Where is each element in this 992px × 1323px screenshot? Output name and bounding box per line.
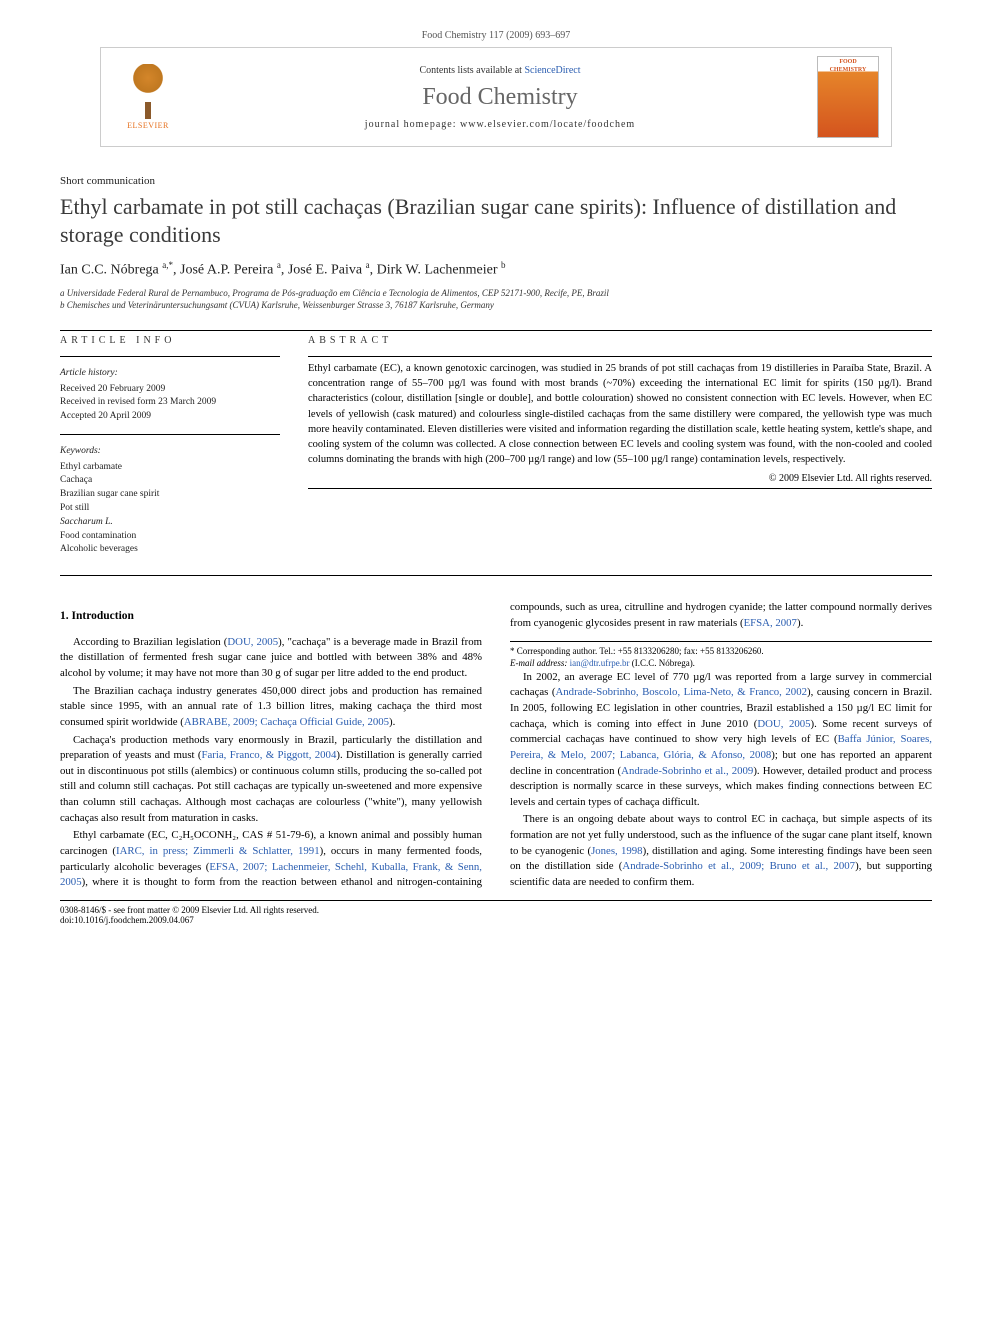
ref-link[interactable]: Andrade-Sobrinho et al., 2009; Bruno et … [622,860,855,872]
keyword: Food contamination [60,530,280,544]
history-label: Article history: [60,367,280,381]
ref-link[interactable]: ABRABE, 2009; Cachaça Official Guide, 20… [184,716,389,728]
ref-link[interactable]: Faria, Franco, & Piggott, 2004 [201,749,336,761]
article-info-label: ARTICLE INFO [60,335,280,346]
ref-link[interactable]: Jones, 1998 [591,845,643,857]
homepage-prefix: journal homepage: [365,119,460,130]
abstract-label: ABSTRACT [308,335,932,346]
ref-link[interactable]: DOU, 2005 [227,636,278,648]
keyword: Ethyl carbamate [60,461,280,475]
citation-line: Food Chemistry 117 (2009) 693–697 [60,30,932,41]
divider [308,488,932,489]
intro-p6: There is an ongoing debate about ways to… [510,812,932,890]
keyword: Pot still [60,502,280,516]
sciencedirect-link[interactable]: ScienceDirect [524,65,580,76]
journal-cover-thumbnail[interactable]: FOOD CHEMISTRY [817,56,879,138]
elsevier-wordmark: ELSEVIER [127,121,169,130]
keyword: Brazilian sugar cane spirit [60,488,280,502]
article-main: Short communication Ethyl carbamate in p… [0,175,992,955]
intro-p3: Cachaça's production methods vary enormo… [60,733,482,827]
cover-title-2: CHEMISTRY [830,67,867,73]
homepage-url: www.elsevier.com/locate/foodchem [460,119,635,130]
abstract-column: ABSTRACT Ethyl carbamate (EC), a known g… [308,335,932,557]
journal-name: Food Chemistry [183,84,817,111]
ref-link[interactable]: DOU, 2005 [757,718,810,730]
page-header: Food Chemistry 117 (2009) 693–697 ELSEVI… [0,0,992,175]
keyword: Cachaça [60,474,280,488]
intro-p2: The Brazilian cachaça industry generates… [60,684,482,731]
email-label: E-mail address: [510,658,567,668]
section-heading-introduction: 1. Introduction [60,608,482,625]
article-title: Ethyl carbamate in pot still cachaças (B… [60,193,932,248]
contents-prefix: Contents lists available at [419,65,524,76]
intro-p5: In 2002, an average EC level of 770 µg/l… [510,670,932,811]
history-accepted: Accepted 20 April 2009 [60,410,280,424]
ref-link[interactable]: Andrade-Sobrinho et al., 2009 [621,765,753,777]
divider [60,330,932,331]
contents-available-line: Contents lists available at ScienceDirec… [183,65,817,76]
affiliation-b: b Chemisches und Veterinäruntersuchungsa… [60,299,932,312]
history-revised: Received in revised form 23 March 2009 [60,396,280,410]
ref-link[interactable]: EFSA, 2007 [744,617,797,629]
article-history-block: Article history: Received 20 February 20… [60,367,280,424]
portal-center: Contents lists available at ScienceDirec… [183,65,817,130]
divider [60,434,280,435]
history-received: Received 20 February 2009 [60,383,280,397]
article-type: Short communication [60,175,932,187]
keywords-block: Keywords: Ethyl carbamate Cachaça Brazil… [60,445,280,557]
corr-email-line: E-mail address: ian@dtr.ufrpe.br (I.C.C.… [510,658,932,670]
keyword: Alcoholic beverages [60,543,280,557]
portal-box: ELSEVIER Contents lists available at Sci… [100,47,892,147]
affiliation-a: a Universidade Federal Rural de Pernambu… [60,287,932,300]
affiliations-block: a Universidade Federal Rural de Pernambu… [60,287,932,312]
elsevier-logo[interactable]: ELSEVIER [113,57,183,137]
article-info-column: ARTICLE INFO Article history: Received 2… [60,335,280,557]
cover-title-1: FOOD [839,59,856,65]
keywords-label: Keywords: [60,445,280,459]
divider [60,575,932,576]
info-abstract-row: ARTICLE INFO Article history: Received 2… [60,335,932,557]
ref-link[interactable]: IARC, in press; Zimmerli & Schlatter, 19… [116,845,320,857]
intro-p1: According to Brazilian legislation (DOU,… [60,635,482,682]
corresponding-author-footnote: * Corresponding author. Tel.: +55 813320… [510,641,932,669]
front-matter-line: 0308-8146/$ - see front matter © 2009 El… [60,905,319,915]
elsevier-tree-icon [123,64,173,119]
page-footer: 0308-8146/$ - see front matter © 2009 El… [60,900,932,925]
email-who: (I.C.C. Nóbrega). [632,658,695,668]
ref-link[interactable]: Andrade-Sobrinho, Boscolo, Lima-Neto, & … [555,686,807,698]
divider [60,356,280,357]
body-text: 1. Introduction According to Brazilian l… [60,600,932,892]
authors-line: Ian C.C. Nóbrega a,*, José A.P. Pereira … [60,260,932,279]
abstract-copyright: © 2009 Elsevier Ltd. All rights reserved… [308,473,932,484]
corr-author-line: * Corresponding author. Tel.: +55 813320… [510,646,932,658]
journal-homepage-line: journal homepage: www.elsevier.com/locat… [183,119,817,130]
abstract-text: Ethyl carbamate (EC), a known genotoxic … [308,361,932,468]
doi-line: doi:10.1016/j.foodchem.2009.04.067 [60,915,319,925]
divider [308,356,932,357]
footer-left: 0308-8146/$ - see front matter © 2009 El… [60,905,319,925]
email-link[interactable]: ian@dtr.ufrpe.br [570,658,630,668]
keyword: Saccharum L. [60,516,280,530]
